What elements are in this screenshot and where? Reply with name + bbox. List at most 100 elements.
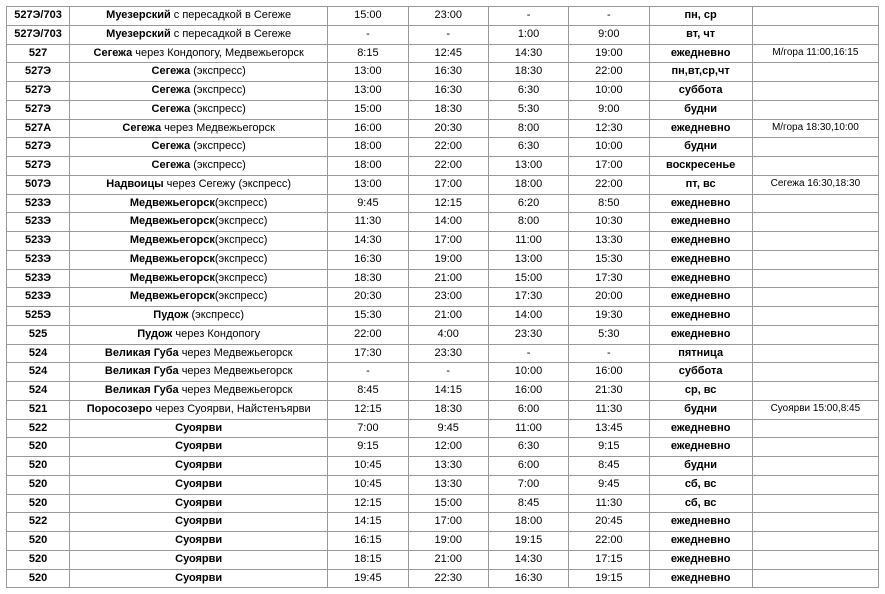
time-value: 1:00 xyxy=(518,28,539,40)
time-value: 8:45 xyxy=(518,497,539,509)
cell-destination: Медвежьегорск(экспресс) xyxy=(70,213,328,232)
cell-time: - xyxy=(408,25,488,44)
cell-time: 10:45 xyxy=(328,475,408,494)
time-value: 15:30 xyxy=(354,309,382,321)
cell-time: - xyxy=(328,25,408,44)
cell-time: 21:00 xyxy=(408,269,488,288)
days-value: ежедневно xyxy=(671,122,731,134)
cell-destination: Суоярви xyxy=(70,438,328,457)
destination-main: Суоярви xyxy=(175,553,222,565)
time-value: 6:30 xyxy=(518,84,539,96)
destination-main: Сегежа xyxy=(152,65,191,77)
cell-days: ежедневно xyxy=(649,250,752,269)
time-value: 12:45 xyxy=(434,47,462,59)
time-value: - xyxy=(607,9,611,21)
table-row: 527АСегежа через Медвежьегорск16:0020:30… xyxy=(7,119,879,138)
cell-time: 18:30 xyxy=(408,400,488,419)
cell-days: ежедневно xyxy=(649,288,752,307)
cell-route: 527Э xyxy=(7,157,70,176)
cell-note xyxy=(752,532,878,551)
cell-days: воскресенье xyxy=(649,157,752,176)
days-value: пн,вт,ср,чт xyxy=(672,65,730,77)
cell-destination: Пудож через Кондопогу xyxy=(70,325,328,344)
cell-route: 520 xyxy=(7,457,70,476)
time-value: 23:30 xyxy=(515,328,543,340)
destination-sub: (экспресс) xyxy=(188,309,244,321)
time-value: 12:15 xyxy=(354,497,382,509)
destination-main: Суоярви xyxy=(175,478,222,490)
cell-time: 19:00 xyxy=(408,532,488,551)
cell-destination: Суоярви xyxy=(70,550,328,569)
cell-route: 525Э xyxy=(7,307,70,326)
time-value: 16:30 xyxy=(434,84,462,96)
time-value: 5:30 xyxy=(518,103,539,115)
cell-note xyxy=(752,157,878,176)
destination-sub: через Сегежу (экспресс) xyxy=(164,178,291,190)
route-number: 524 xyxy=(29,384,47,396)
route-number: 520 xyxy=(29,459,47,471)
cell-destination: Сегежа (экспресс) xyxy=(70,157,328,176)
cell-time: 21:00 xyxy=(408,307,488,326)
days-value: ежедневно xyxy=(671,553,731,565)
cell-time: 18:30 xyxy=(328,269,408,288)
time-value: 7:00 xyxy=(357,422,378,434)
time-value: 13:00 xyxy=(515,253,543,265)
destination-main: Медвежьегорск xyxy=(130,215,215,227)
table-row: 522Суоярви14:1517:0018:0020:45ежедневно xyxy=(7,513,879,532)
cell-route: 527А xyxy=(7,119,70,138)
cell-time: 14:00 xyxy=(488,307,568,326)
days-value: будни xyxy=(684,103,717,115)
cell-time: 18:30 xyxy=(408,100,488,119)
cell-note xyxy=(752,288,878,307)
destination-main: Суоярви xyxy=(175,422,222,434)
table-row: 527ЭСегежа (экспресс)15:0018:305:309:00б… xyxy=(7,100,879,119)
time-value: 14:30 xyxy=(354,234,382,246)
cell-time: 14:15 xyxy=(408,382,488,401)
cell-route: 522 xyxy=(7,513,70,532)
cell-destination: Суоярви xyxy=(70,513,328,532)
cell-time: 16:30 xyxy=(488,569,568,588)
cell-route: 524 xyxy=(7,344,70,363)
cell-days: ежедневно xyxy=(649,213,752,232)
time-value: 22:00 xyxy=(354,328,382,340)
destination-sub: с пересадкой в Сегеже xyxy=(171,28,291,40)
cell-route: 523Э xyxy=(7,194,70,213)
cell-note xyxy=(752,269,878,288)
time-value: 8:50 xyxy=(598,197,619,209)
time-value: 19:00 xyxy=(595,47,623,59)
cell-destination: Муезерский с пересадкой в Сегеже xyxy=(70,25,328,44)
cell-time: 8:45 xyxy=(328,382,408,401)
cell-time: 9:45 xyxy=(408,419,488,438)
days-value: ср, вс xyxy=(685,384,717,396)
cell-time: 13:30 xyxy=(569,232,649,251)
cell-time: 21:00 xyxy=(408,550,488,569)
route-number: 527Э xyxy=(25,159,51,171)
time-value: 13:00 xyxy=(515,159,543,171)
cell-time: 11:00 xyxy=(488,419,568,438)
destination-main: Поросозеро xyxy=(87,403,153,415)
destination-main: Медвежьегорск xyxy=(130,253,215,265)
time-value: 15:00 xyxy=(515,272,543,284)
time-value: 7:00 xyxy=(518,478,539,490)
destination-main: Пудож xyxy=(137,328,172,340)
days-value: суббота xyxy=(679,84,723,96)
cell-time: - xyxy=(328,363,408,382)
time-value: 9:45 xyxy=(357,197,378,209)
cell-note xyxy=(752,138,878,157)
destination-main: Сегежа xyxy=(152,140,191,152)
time-value: 15:00 xyxy=(354,9,382,21)
time-value: 13:00 xyxy=(354,178,382,190)
cell-time: 14:30 xyxy=(488,550,568,569)
cell-time: 6:00 xyxy=(488,457,568,476)
time-value: 10:45 xyxy=(354,478,382,490)
destination-main: Суоярви xyxy=(175,515,222,527)
days-value: вт, чт xyxy=(686,28,715,40)
cell-time: 12:15 xyxy=(328,494,408,513)
table-row: 520Суоярви18:1521:0014:3017:15ежедневно xyxy=(7,550,879,569)
cell-time: 1:00 xyxy=(488,25,568,44)
time-value: - xyxy=(366,28,370,40)
cell-time: 8:45 xyxy=(569,457,649,476)
days-value: будни xyxy=(684,140,717,152)
cell-note xyxy=(752,344,878,363)
cell-note xyxy=(752,82,878,101)
